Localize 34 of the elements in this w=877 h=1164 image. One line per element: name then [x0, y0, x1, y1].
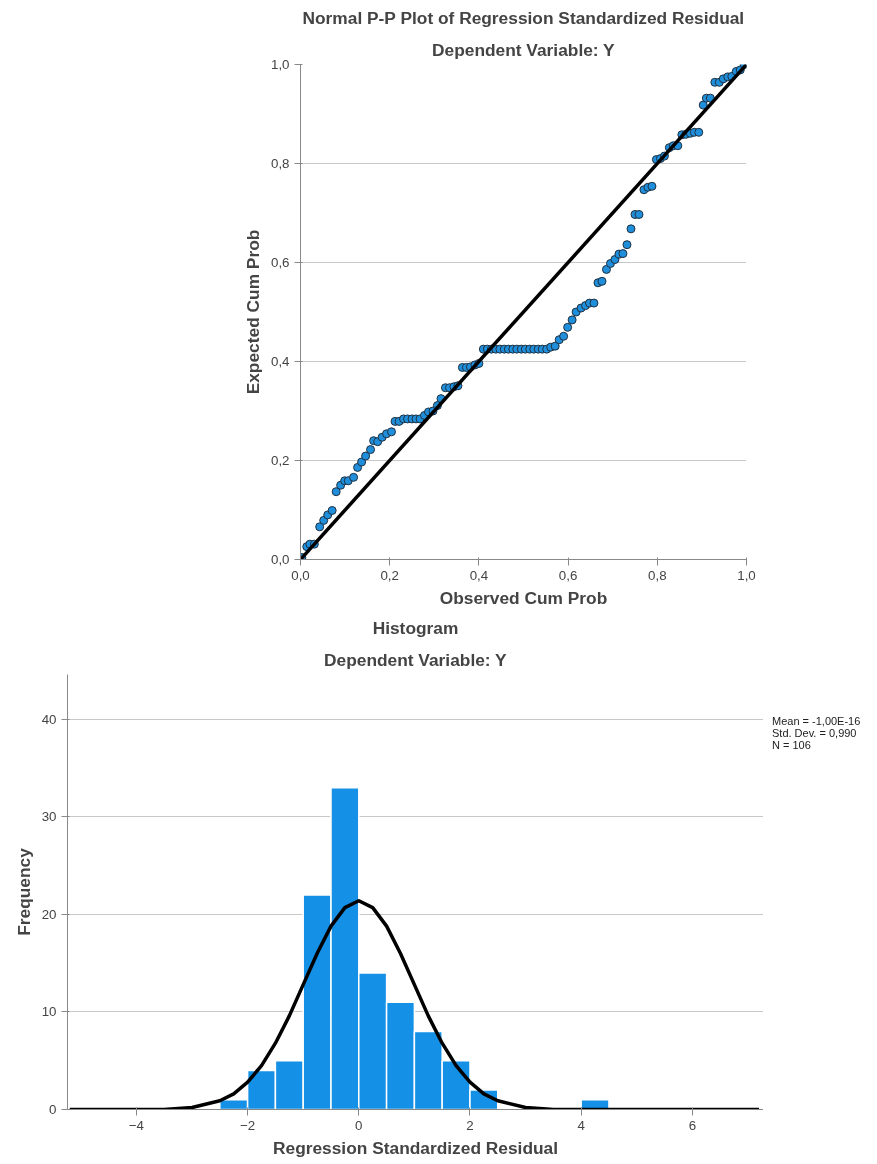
x-tick-label: 0,0: [291, 567, 310, 583]
x-tick-label: −4: [128, 1117, 145, 1133]
x-tick-label: 6: [688, 1117, 697, 1133]
y-tick-label: 0,0: [270, 552, 290, 567]
x-tick-label: −2: [240, 1117, 256, 1133]
y-tick-label: 0,8: [270, 156, 290, 171]
x-tick-label: 0,4: [469, 567, 489, 583]
x-tick-label: 2: [466, 1117, 474, 1133]
y-tick-label: 0: [49, 1102, 57, 1117]
y-tick-label: 10: [41, 1004, 57, 1020]
y-tick-label: 40: [41, 711, 57, 727]
x-axis-title: Regression Standardized Residual: [272, 1137, 559, 1158]
y-tick-label: 0,6: [270, 255, 290, 270]
x-tick-label: 0,2: [380, 567, 399, 583]
x-tick-label: 0,6: [558, 567, 578, 583]
y-axis-title: Frequency: [13, 847, 34, 936]
y-tick-label: 1,0: [270, 57, 290, 72]
chart-title: Histogram: [372, 617, 459, 638]
x-axis-title: Observed Cum Prob: [439, 587, 608, 608]
x-tick-label: 4: [577, 1117, 586, 1133]
y-tick-label: 0,2: [270, 453, 290, 468]
text: N = 106: [772, 739, 811, 751]
y-tick-label: 20: [41, 906, 57, 922]
y-tick-label: 0,4: [270, 354, 291, 369]
text: Mean = -1,00E-16: [772, 715, 861, 727]
x-tick-label: 0,8: [648, 567, 667, 583]
chart-subtitle: Dependent Variable: Y: [324, 649, 508, 670]
y-axis-title: Expected Cum Prob: [242, 229, 263, 395]
x-tick-label: 1,0: [737, 567, 756, 583]
chart-title: Normal P-P Plot of Regression Standardized Residual: [302, 7, 745, 28]
text: Std. Dev. = 0,990: [772, 727, 857, 739]
y-tick-label: 30: [41, 809, 57, 825]
chart-subtitle: Dependent Variable: Y: [432, 39, 616, 60]
x-tick-label: 0: [355, 1117, 363, 1133]
